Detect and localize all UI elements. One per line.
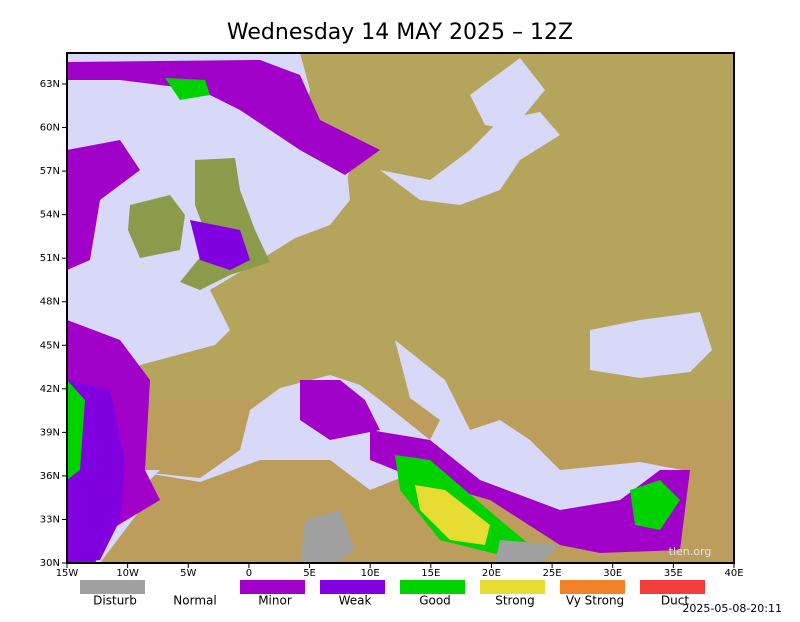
map-area: tlen.org xyxy=(67,53,734,563)
latitude-label: 48N xyxy=(40,297,60,308)
legend-swatch xyxy=(240,580,305,594)
legend-label: Good xyxy=(419,594,451,608)
longitude-label: 40E xyxy=(724,568,743,579)
latitude-label: 30N xyxy=(40,558,60,569)
longitude-label: 25E xyxy=(543,568,562,579)
legend-swatch xyxy=(480,580,545,594)
latitude-label: 60N xyxy=(40,123,60,134)
latitude-label: 51N xyxy=(40,253,60,264)
legend-swatch xyxy=(640,580,705,594)
longitude-axis: 15W 10W 5W 0 5E 10E 15E 20E 25E 30E 35E 40E xyxy=(56,563,744,579)
bothnia xyxy=(470,58,545,130)
legend-label: Duct xyxy=(661,594,689,608)
longitude-label: 15W xyxy=(56,568,79,579)
strong-band xyxy=(415,485,490,545)
legend-swatch xyxy=(320,580,385,594)
watermark: tlen.org xyxy=(669,545,712,558)
longitude-label: 0 xyxy=(246,568,252,579)
latitude-label: 63N xyxy=(40,79,60,90)
latitude-label: 33N xyxy=(40,514,60,525)
legend-label: Minor xyxy=(258,594,292,608)
legend-label: Strong xyxy=(495,594,535,608)
ireland xyxy=(128,195,185,258)
timestamp: 2025-05-08-20:11 xyxy=(682,602,782,615)
map-frame xyxy=(66,52,735,564)
latitude-label: 36N xyxy=(40,471,60,482)
legend-swatch xyxy=(160,580,225,594)
legend-label: Weak xyxy=(339,594,372,608)
longitude-label: 10W xyxy=(116,568,139,579)
legend-label: Disturb xyxy=(93,594,137,608)
longitude-label: 35E xyxy=(664,568,683,579)
minor-band xyxy=(67,60,690,563)
legend: Disturb Normal Minor Weak Good Strong Vy Stron… xyxy=(80,580,705,608)
latitude-label: 42N xyxy=(40,384,60,395)
legend-swatch xyxy=(80,580,145,594)
legend-swatch xyxy=(560,580,625,594)
longitude-label: 5W xyxy=(180,568,196,579)
latitude-label: 45N xyxy=(40,340,60,351)
latitude-label: 39N xyxy=(40,427,60,438)
black-sea xyxy=(590,312,712,378)
longitude-label: 20E xyxy=(482,568,501,579)
longitude-label: 10E xyxy=(361,568,380,579)
latitude-axis: 63N 60N 57N 54N 51N 48N 45N 42N 39N 36N 33N 30N xyxy=(40,79,67,569)
latitude-label: 54N xyxy=(40,210,60,221)
longitude-label: 5E xyxy=(303,568,316,579)
disturb-area xyxy=(300,510,560,563)
baltic xyxy=(380,112,560,205)
weak-band xyxy=(67,220,250,563)
legend-label: Normal xyxy=(173,594,216,608)
north-sea xyxy=(240,150,350,240)
latitude-label: 57N xyxy=(40,166,60,177)
longitude-label: 30E xyxy=(603,568,622,579)
longitude-label: 15E xyxy=(421,568,440,579)
legend-swatch xyxy=(400,580,465,594)
map-title: Wednesday 14 MAY 2025 – 12Z xyxy=(227,20,573,45)
legend-label: Vy Strong xyxy=(566,594,624,608)
